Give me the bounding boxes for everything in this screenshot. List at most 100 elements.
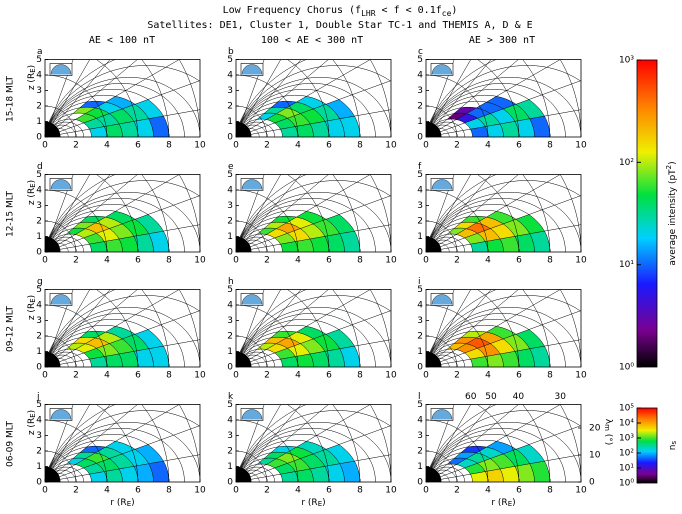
y-tick-label: 4: [36, 186, 42, 196]
latitude-line: [243, 59, 282, 124]
column-label: 100 < AE < 300 nT: [261, 35, 363, 46]
y-tick-label: 3: [36, 316, 42, 326]
latitude-label: 50: [485, 392, 497, 402]
y-tick-label: 0: [227, 133, 233, 143]
row-label: 09-12 MLT: [6, 305, 16, 352]
field-line: [431, 434, 551, 482]
field-line: [245, 236, 276, 252]
cell: [324, 348, 345, 367]
field-line: [430, 410, 581, 468]
y-tick-label: 2: [417, 102, 423, 112]
cell: [274, 463, 296, 475]
latitude-line: [52, 404, 91, 469]
x-tick-label: 4: [295, 371, 301, 381]
cell: [503, 219, 530, 237]
field-line: [432, 445, 520, 482]
column-label: AE < 100 nT: [89, 35, 155, 46]
field-line: [241, 89, 361, 137]
cell: [490, 223, 515, 239]
cell: [476, 447, 504, 459]
latitude-line: [59, 80, 200, 132]
label-part: ): [27, 65, 37, 69]
latitude-line: [439, 289, 561, 360]
radius-arc: [559, 404, 581, 482]
field-line: [431, 204, 551, 252]
field-line: [432, 336, 504, 367]
cell: [470, 126, 488, 137]
latitude-line: [441, 109, 581, 135]
x-tick-label: 8: [357, 486, 363, 496]
cell: [256, 343, 277, 350]
latitude-line: [56, 289, 138, 358]
y-tick-label: 2: [417, 447, 423, 457]
y-tick-label: 5: [36, 55, 42, 65]
cell: [446, 458, 467, 465]
field-line: [51, 330, 139, 367]
x-tick-label: 10: [575, 371, 587, 381]
field-line: [242, 106, 314, 137]
panel-label: f: [418, 162, 422, 172]
radius-arc: [426, 450, 458, 482]
field-line: [53, 463, 92, 482]
inset-shape: [241, 179, 263, 190]
panel-label: i: [418, 277, 421, 287]
x-tick-label: 6: [516, 371, 522, 381]
y-tick-label: 0: [36, 478, 42, 488]
label-part: z (R: [27, 188, 37, 205]
latitude-line: [437, 174, 519, 243]
field-line: [54, 466, 85, 482]
cell: [256, 228, 277, 235]
y2-axis-label: λm (°): [603, 419, 614, 446]
latitude-line: [251, 454, 391, 480]
y-tick-label: 4: [227, 301, 233, 311]
x-tick-label: 8: [357, 256, 363, 266]
inset-shape: [241, 64, 263, 75]
y-tick-label: 5: [417, 55, 423, 65]
x-tick-label: 8: [166, 141, 172, 151]
x-axis-label: r (RE): [110, 498, 134, 509]
field-line: [242, 451, 314, 482]
field-line: [48, 174, 116, 238]
label-part: r (R: [110, 498, 126, 508]
inset-shape: [50, 294, 72, 305]
title-part: Low Frequency Chorus (f: [223, 5, 361, 16]
x-tick-label: 2: [454, 486, 460, 496]
latitude-line: [59, 195, 200, 247]
field-line: [55, 354, 77, 367]
latitude-line: [60, 224, 200, 250]
cell: [470, 241, 488, 252]
y-tick-label: 1: [227, 347, 233, 357]
frame: [44, 174, 201, 253]
radius-arc: [95, 404, 139, 482]
field-line: [432, 451, 504, 482]
radius-arc: [426, 105, 458, 137]
y-tick-label: 3: [227, 86, 233, 96]
title-sub: ce: [442, 9, 452, 18]
cell: [266, 113, 288, 123]
field-line: [431, 89, 551, 137]
cell: [310, 351, 329, 367]
y-tick-label: 4: [36, 71, 42, 81]
field-line: [434, 118, 473, 137]
y2-tick-label: 0: [589, 478, 595, 488]
earth: [236, 236, 252, 252]
latitude-line: [431, 59, 455, 123]
field-line: [246, 354, 268, 367]
field-line: [435, 466, 466, 482]
cell: [514, 348, 535, 367]
field-line: [50, 439, 154, 482]
x-tick-label: 2: [454, 141, 460, 151]
panel: [236, 289, 391, 367]
field-line: [51, 215, 139, 252]
cell: [263, 452, 287, 459]
column-label: AE > 300 nT: [469, 35, 535, 46]
radius-arc: [476, 404, 520, 482]
earth: [236, 466, 252, 482]
label-part: ): [27, 410, 37, 414]
latitude-line: [439, 174, 561, 245]
y-axis-label: z (RE): [27, 180, 38, 205]
y-tick-label: 3: [417, 431, 423, 441]
cell: [104, 468, 123, 482]
cell: [446, 343, 467, 350]
radius-arc: [559, 59, 581, 137]
